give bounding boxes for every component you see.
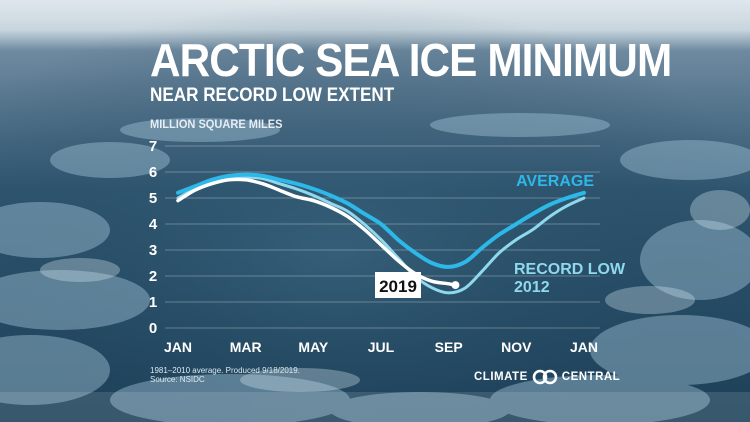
x-tick-label: JAN <box>570 339 598 355</box>
series-line-record-low-2012 <box>176 175 586 295</box>
logo-text-right: CENTRAL <box>561 371 621 383</box>
series-line-2019 <box>176 177 458 287</box>
footnote-line-1: 1981–2010 average. Produced 9/18/2019. <box>150 366 300 375</box>
chart-title: ARCTIC SEA ICE MINIMUM <box>150 34 672 86</box>
y-tick-label: 1 <box>149 294 157 311</box>
x-tick-label: SEP <box>435 339 463 355</box>
y-tick-label: 7 <box>149 138 157 155</box>
x-tick-label: JAN <box>164 339 192 355</box>
x-tick-label: MAY <box>298 339 328 355</box>
y-tick-label: 2 <box>149 268 157 285</box>
logo-text-left: CLIMATE <box>474 371 528 383</box>
x-tick-label: MAR <box>230 339 262 355</box>
footnote-line-2: Source: NSIDC <box>150 375 205 384</box>
climate-central-logo: CLIMATE CENTRAL <box>474 369 620 385</box>
series-label-2019-box <box>375 272 421 298</box>
y-tick-label: 0 <box>149 320 157 337</box>
y-tick-label: 5 <box>149 190 157 207</box>
x-tick-label: JUL <box>368 339 395 355</box>
x-tick-label: NOV <box>501 339 532 355</box>
chart-subtitle: NEAR RECORD LOW EXTENT <box>150 85 395 106</box>
series-line-average <box>176 172 586 269</box>
climate-central-logo-icon <box>532 369 558 385</box>
y-tick-label: 6 <box>149 164 157 181</box>
series-label-record-low-year: 2012 <box>514 279 550 296</box>
series-2019-end-point <box>451 281 460 290</box>
y-tick-label: 3 <box>149 242 157 259</box>
series-label-average: AVERAGE <box>516 173 594 190</box>
y-axis-title: MILLION SQUARE MILES <box>150 117 283 131</box>
series-label-2019: 2019 <box>379 277 417 296</box>
y-tick-label: 4 <box>149 216 158 233</box>
series-label-record-low: RECORD LOW <box>514 261 626 278</box>
